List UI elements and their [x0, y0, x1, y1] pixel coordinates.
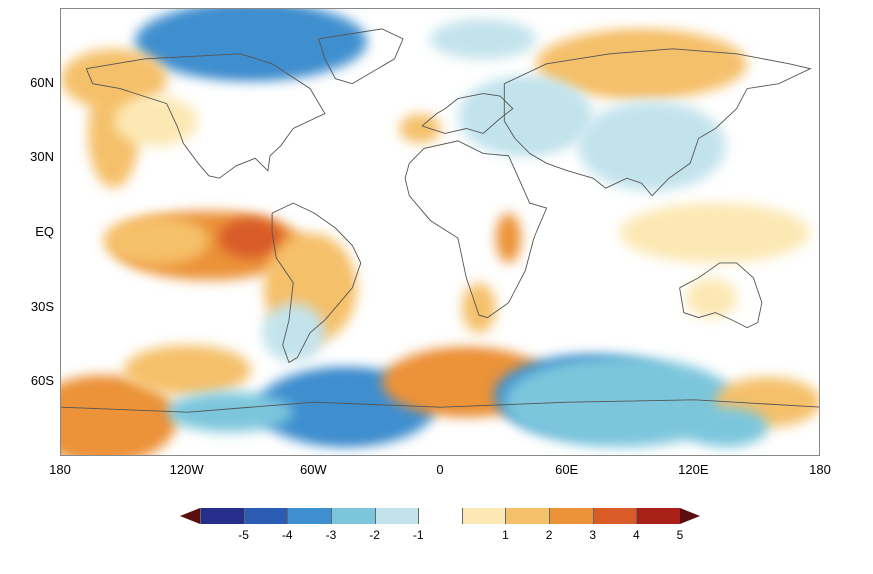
y-tick-label: 30N	[30, 149, 54, 164]
colorbar-tick-label: 5	[677, 528, 684, 542]
colorbar-cell	[331, 508, 375, 524]
colorbar-tick-label: -5	[238, 528, 249, 542]
colorbar-cell	[505, 508, 549, 524]
y-tick-label: 60N	[30, 75, 54, 90]
map-frame	[60, 8, 820, 456]
x-tick-label: 60E	[555, 462, 578, 477]
colorbar-cell	[375, 508, 419, 524]
colorbar-cell	[636, 508, 680, 524]
colorbar-cell	[200, 508, 244, 524]
colorbar-arrow-right	[680, 508, 700, 524]
x-tick-label: 0	[436, 462, 443, 477]
colorbar-cell	[593, 508, 637, 524]
colorbar-tick-label: -4	[282, 528, 293, 542]
colorbar-tick-label: 1	[502, 528, 509, 542]
x-tick-label: 180	[809, 462, 831, 477]
colorbar-cell	[418, 508, 462, 524]
y-tick-label: EQ	[35, 224, 54, 239]
colorbar-tick-label: -2	[369, 528, 380, 542]
colorbar	[180, 508, 700, 529]
y-tick-label: 30S	[31, 299, 54, 314]
colorbar-tick-label: 4	[633, 528, 640, 542]
colorbar-tick-label: -3	[326, 528, 337, 542]
colorbar-cell	[244, 508, 288, 524]
colorbar-tick-label: -1	[413, 528, 424, 542]
colorbar-tick-label: 2	[546, 528, 553, 542]
x-tick-label: 120E	[678, 462, 708, 477]
x-tick-label: 120W	[170, 462, 204, 477]
x-tick-label: 180	[49, 462, 71, 477]
y-tick-label: 60S	[31, 373, 54, 388]
colorbar-cell	[287, 508, 331, 524]
coastlines	[61, 9, 820, 456]
colorbar-arrow-left	[180, 508, 200, 524]
colorbar-cell	[462, 508, 506, 524]
x-tick-label: 60W	[300, 462, 327, 477]
colorbar-cell	[549, 508, 593, 524]
colorbar-tick-label: 3	[589, 528, 596, 542]
